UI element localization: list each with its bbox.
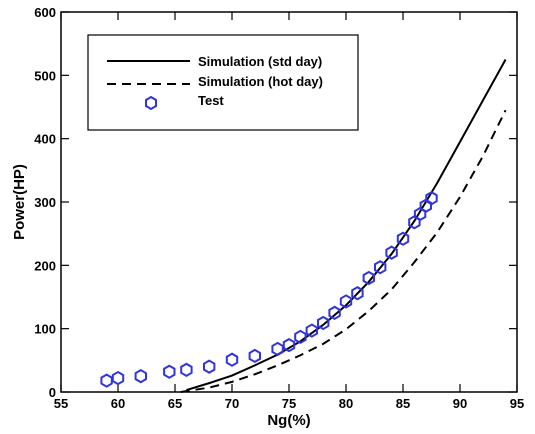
test-point (203, 359, 216, 374)
x-tick-label: 70 (225, 396, 239, 411)
test-point (111, 370, 125, 386)
y-tick-label: 200 (34, 258, 56, 273)
test-point (396, 231, 410, 246)
series-line-std-day (186, 59, 507, 392)
test-point (339, 294, 353, 309)
legend: Simulation (std day) Simulation (hot day… (87, 34, 359, 131)
x-axis-title: Ng(%) (267, 412, 310, 429)
x-tick-label: 80 (339, 396, 353, 411)
legend-label-test: Test (198, 93, 224, 108)
test-point (180, 362, 193, 377)
test-point (305, 323, 318, 338)
axis-ticks: 55 60 65 70 75 80 85 90 95 0 100 200 300 400 500 600 (34, 5, 524, 411)
y-tick-label: 400 (34, 132, 56, 147)
series-line-hot-day (180, 109, 507, 393)
test-point (163, 364, 176, 379)
test-point (317, 315, 330, 331)
x-tick-label: 85 (396, 396, 410, 411)
test-point (351, 286, 364, 301)
x-tick-label: 60 (111, 396, 125, 411)
x-tick-label: 95 (510, 396, 524, 411)
test-point (362, 270, 375, 286)
y-tick-label: 300 (34, 195, 56, 210)
legend-marker-test (145, 95, 157, 111)
test-point (385, 245, 398, 260)
legend-label-hot-day: Simulation (hot day) (198, 74, 323, 89)
y-tick-label: 100 (34, 322, 56, 337)
test-point (248, 348, 261, 364)
test-point (328, 305, 341, 320)
y-tick-label: 0 (49, 385, 56, 400)
x-tick-label: 90 (453, 396, 467, 411)
x-tick-label: 75 (282, 396, 296, 411)
legend-box (87, 34, 359, 131)
test-point (425, 191, 438, 206)
x-tick-label: 55 (54, 396, 68, 411)
y-tick-label: 600 (34, 5, 56, 20)
test-point (374, 260, 387, 275)
test-point (134, 369, 147, 384)
legend-label-std-day: Simulation (std day) (198, 54, 322, 69)
y-tick-label: 500 (34, 68, 56, 83)
y-axis-title: Power(HP) (11, 164, 28, 240)
x-tick-label: 65 (168, 396, 182, 411)
test-point (225, 352, 239, 367)
test-point (282, 337, 296, 353)
series-layer (100, 59, 507, 393)
